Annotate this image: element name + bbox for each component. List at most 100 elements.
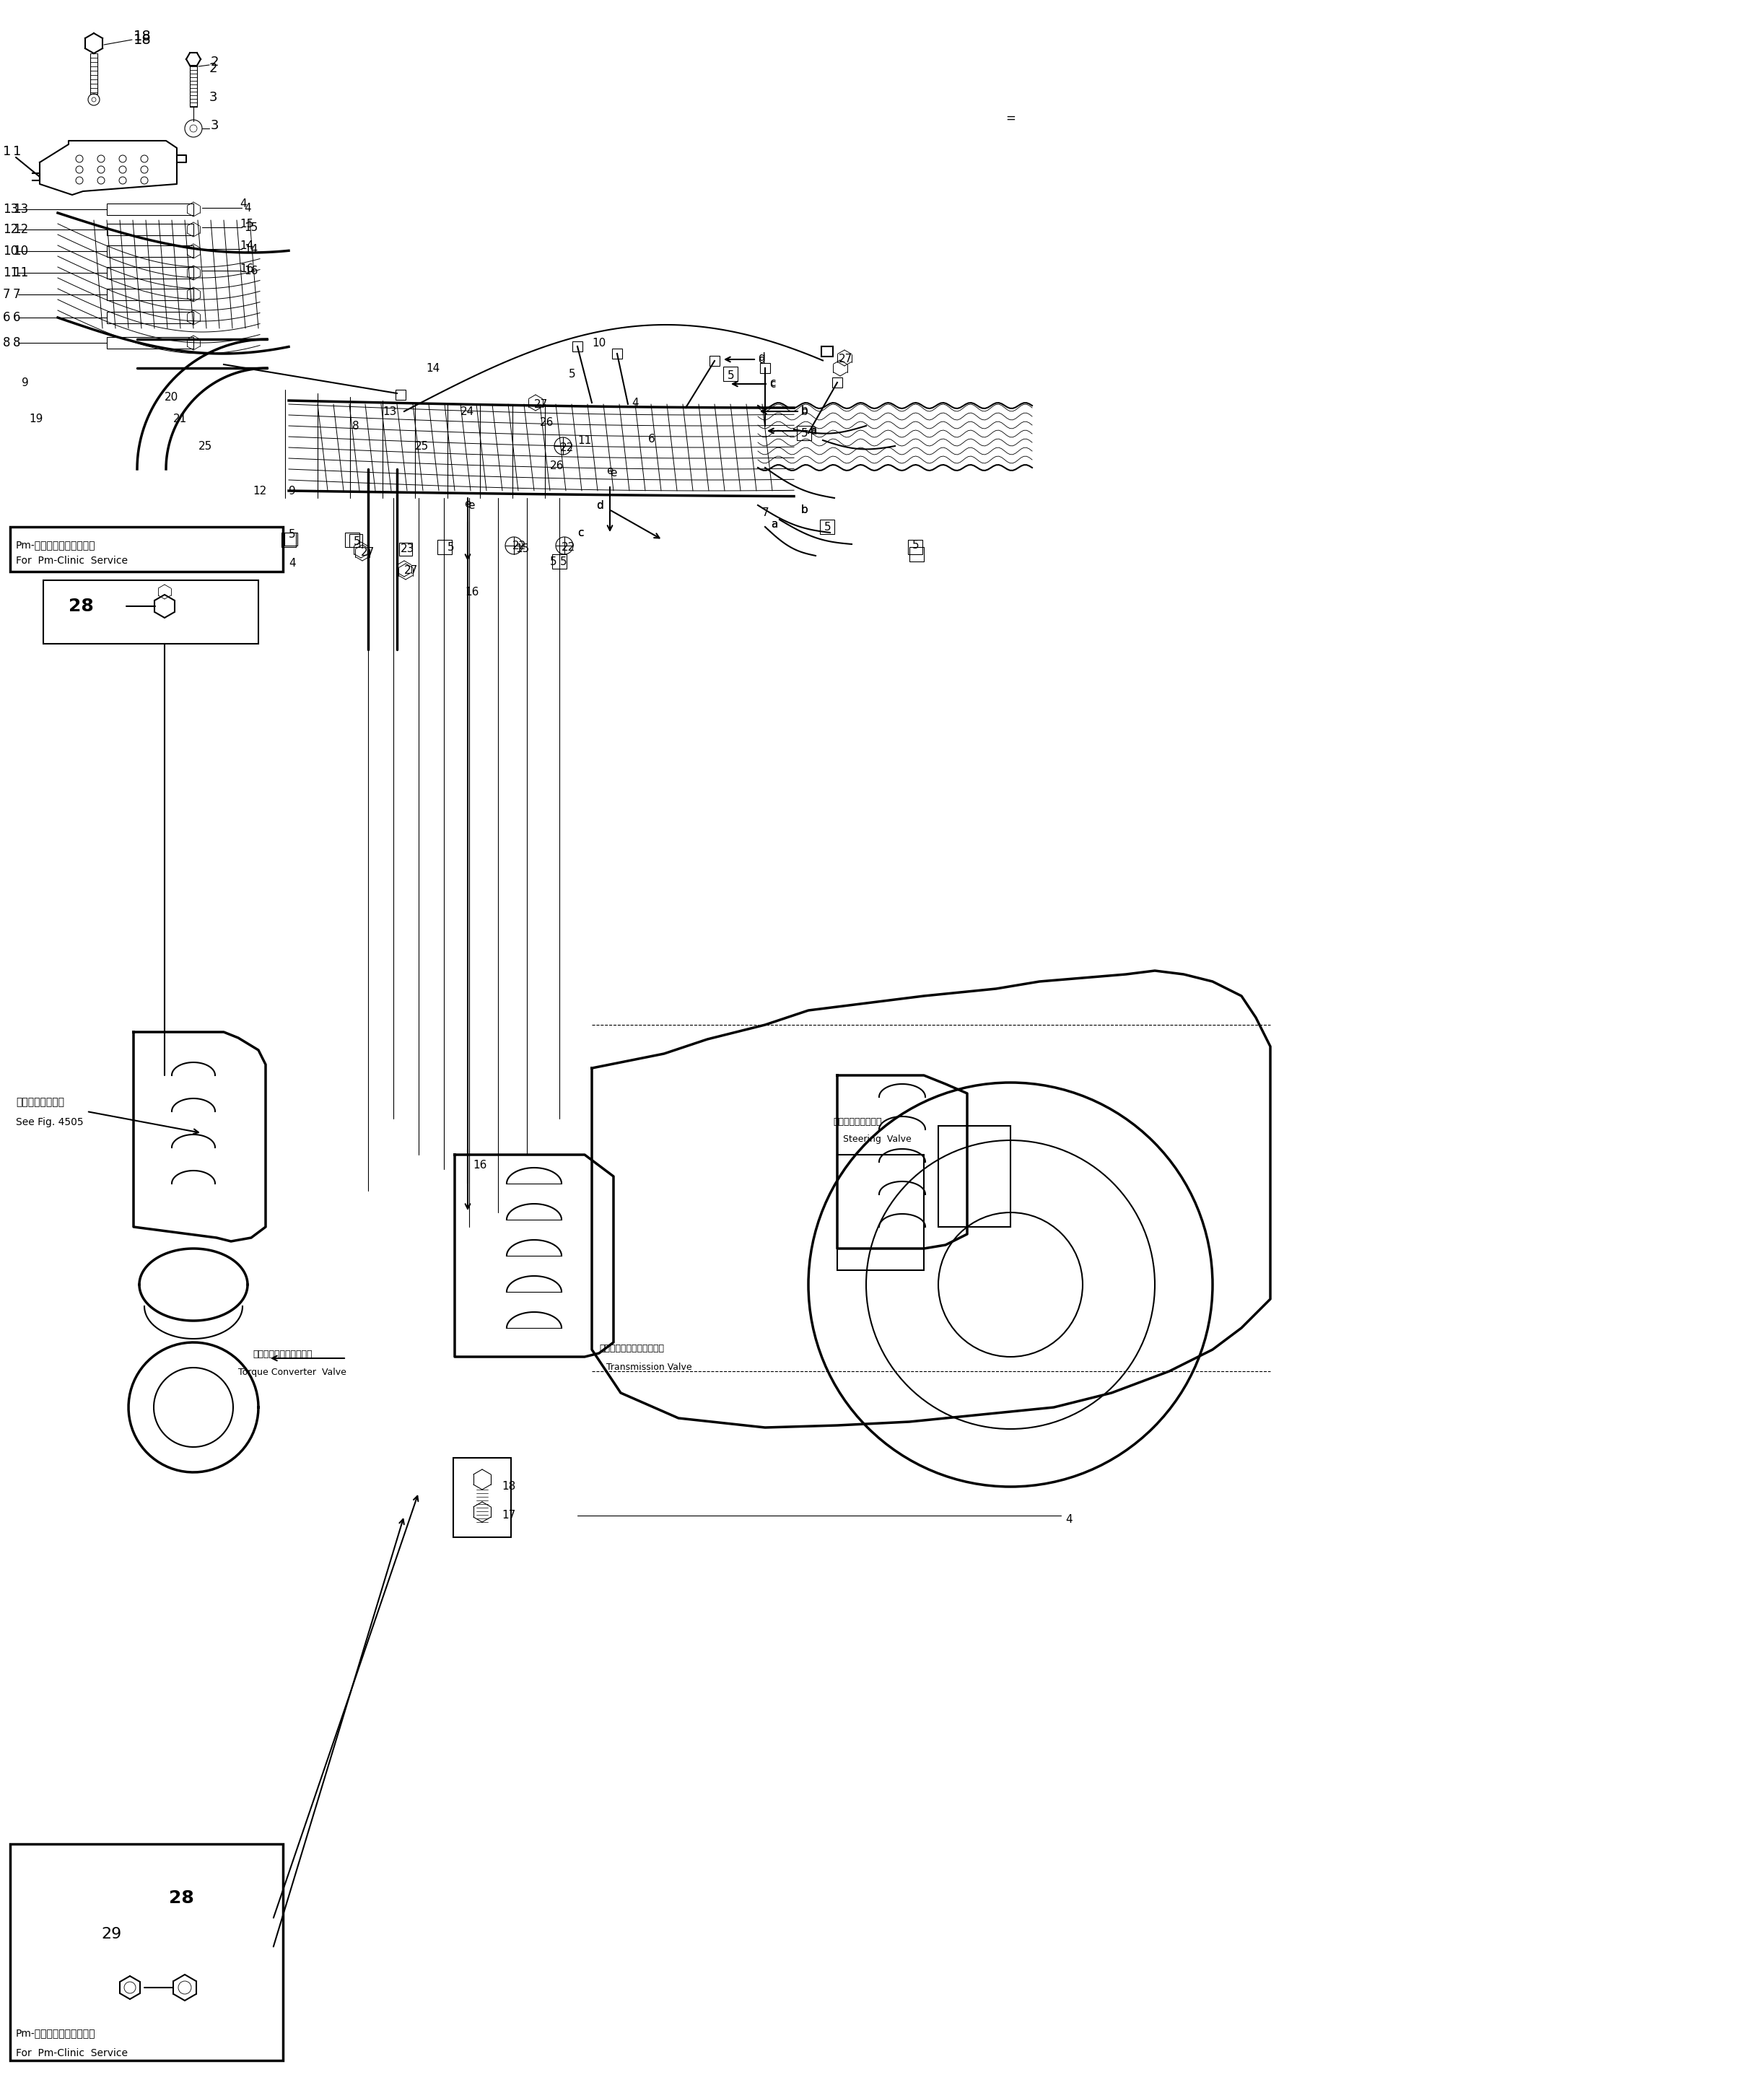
Text: 8: 8 (12, 336, 21, 350)
Text: 17: 17 (501, 1510, 515, 1520)
Text: a: a (810, 423, 817, 436)
Text: d: d (596, 500, 603, 511)
Text: 1: 1 (4, 146, 11, 158)
Text: 6: 6 (12, 311, 21, 323)
Bar (760, 363, 771, 373)
Text: b: b (801, 404, 808, 415)
Bar (938, 1126, 1011, 1226)
Text: c: c (769, 379, 776, 390)
Bar (552, 555, 566, 569)
Text: 22: 22 (561, 542, 575, 553)
Bar (833, 377, 841, 388)
Text: 15: 15 (243, 221, 258, 234)
Text: 26: 26 (550, 461, 564, 471)
Bar (797, 425, 811, 440)
Text: c: c (769, 377, 776, 388)
Text: 18: 18 (501, 1480, 515, 1493)
Bar (822, 346, 833, 357)
Text: 16: 16 (243, 265, 258, 275)
Text: 23: 23 (400, 542, 415, 555)
Bar (910, 546, 924, 561)
Text: e: e (464, 498, 471, 509)
Bar (108, 267, 194, 279)
Bar (453, 1457, 512, 1537)
Text: 25: 25 (415, 440, 429, 452)
Text: 22: 22 (513, 540, 526, 550)
Text: b: b (801, 407, 808, 417)
Text: 10: 10 (593, 338, 605, 348)
Text: 15: 15 (240, 219, 254, 229)
Text: 19: 19 (28, 413, 42, 423)
Text: 9: 9 (289, 486, 296, 496)
Text: 21: 21 (173, 413, 187, 423)
Text: トルクコンバータバルブ: トルクコンバータバルブ (252, 1349, 312, 1359)
Text: 27: 27 (404, 565, 418, 575)
Text: 5: 5 (912, 540, 919, 550)
Text: 5: 5 (824, 521, 831, 532)
Text: 14: 14 (425, 363, 439, 373)
Text: 4: 4 (289, 557, 296, 569)
Bar (709, 357, 720, 365)
Text: 11: 11 (12, 267, 28, 279)
Text: 12: 12 (12, 223, 28, 236)
Bar (11, 528, 282, 571)
Text: 27: 27 (838, 352, 852, 365)
Text: Steering  Valve: Steering Valve (843, 1134, 912, 1145)
Text: 18: 18 (134, 33, 152, 46)
Text: 29: 29 (101, 1927, 122, 1941)
Text: 8: 8 (353, 421, 360, 432)
Bar (349, 534, 362, 546)
Text: 11: 11 (577, 436, 591, 446)
Text: 4: 4 (632, 398, 639, 409)
Text: 5: 5 (801, 427, 808, 438)
Text: 6: 6 (647, 434, 654, 444)
Text: 14: 14 (240, 240, 254, 250)
Text: See Fig. 4505: See Fig. 4505 (16, 1118, 83, 1128)
Bar (108, 204, 194, 215)
Bar (908, 540, 923, 555)
Text: 16: 16 (473, 1159, 487, 1170)
Text: e: e (610, 467, 617, 477)
Text: 12: 12 (4, 223, 18, 236)
Text: =: = (1005, 113, 1016, 125)
Text: 7: 7 (12, 288, 21, 300)
Text: トランスミッションバルブ: トランスミッションバルブ (600, 1345, 663, 1353)
Text: 7: 7 (4, 288, 11, 300)
Text: d: d (759, 354, 766, 365)
Bar (395, 390, 406, 400)
Text: 11: 11 (4, 267, 18, 279)
Bar (108, 313, 194, 323)
Text: e: e (607, 465, 614, 475)
Text: a: a (771, 519, 778, 530)
Text: 16: 16 (466, 586, 478, 596)
Bar (44, 580, 258, 644)
Text: 16: 16 (240, 263, 254, 273)
Bar (108, 246, 194, 256)
Text: 24: 24 (460, 407, 475, 417)
Text: 5: 5 (561, 557, 566, 567)
Text: Pm-クリニックサービス用: Pm-クリニックサービス用 (16, 540, 95, 550)
Text: 27: 27 (534, 398, 549, 409)
Bar (723, 367, 737, 382)
Text: 20: 20 (164, 392, 178, 402)
Text: 4: 4 (243, 202, 250, 213)
Bar (399, 542, 413, 557)
Text: ステアリングバルブ: ステアリングバルブ (833, 1118, 882, 1126)
Text: d: d (596, 500, 603, 511)
Text: 28: 28 (169, 1889, 194, 1908)
Text: 13: 13 (383, 407, 397, 417)
Text: a: a (771, 519, 778, 530)
Bar (820, 519, 834, 534)
Text: Transmission Valve: Transmission Valve (607, 1364, 691, 1372)
Text: Pm-クリニックサービス用: Pm-クリニックサービス用 (16, 2029, 95, 2039)
Text: 22: 22 (561, 442, 573, 452)
Text: 12: 12 (252, 486, 266, 496)
Bar (284, 532, 298, 546)
Bar (108, 338, 194, 348)
Text: Torque Converter  Valve: Torque Converter Valve (238, 1368, 346, 1376)
Text: 4: 4 (240, 198, 247, 208)
Text: 3: 3 (210, 119, 219, 131)
Text: 5: 5 (353, 536, 360, 546)
Bar (108, 223, 194, 236)
Bar (282, 532, 296, 546)
